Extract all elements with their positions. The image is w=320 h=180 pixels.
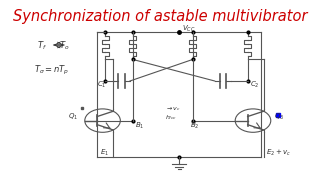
- Text: $\rightarrow v_c$: $\rightarrow v_c$: [165, 104, 181, 113]
- Text: $T_f$: $T_f$: [37, 40, 47, 52]
- Text: $B_1$: $B_1$: [135, 121, 145, 131]
- Text: $T_\sigma = nT_p$: $T_\sigma = nT_p$: [34, 63, 69, 76]
- Text: Synchronization of astable multivibrator: Synchronization of astable multivibrator: [13, 9, 307, 24]
- Text: $T_o$: $T_o$: [59, 40, 69, 52]
- Text: $E_2+v_c$: $E_2+v_c$: [266, 148, 292, 158]
- Text: $C_1$: $C_1$: [97, 79, 107, 90]
- Text: $Q_1$: $Q_1$: [68, 112, 78, 122]
- Text: $h_{fcc}$: $h_{fcc}$: [165, 113, 178, 122]
- Text: $Q_3$: $Q_3$: [274, 112, 284, 122]
- Text: $V_{CC}$: $V_{CC}$: [182, 24, 196, 34]
- Text: $B_2$: $B_2$: [190, 121, 200, 131]
- Text: $C_2$: $C_2$: [250, 79, 260, 90]
- Text: $E_1$: $E_1$: [100, 148, 108, 158]
